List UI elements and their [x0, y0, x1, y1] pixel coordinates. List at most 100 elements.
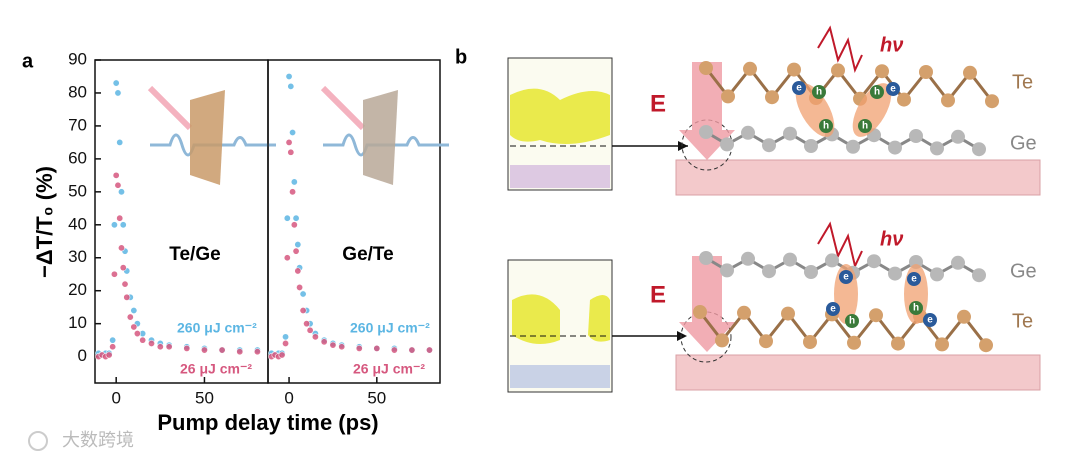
electron	[907, 272, 921, 286]
atom	[935, 337, 949, 352]
atom	[972, 142, 986, 157]
hole-label: h	[913, 303, 919, 314]
data-point	[117, 244, 125, 252]
atom	[803, 335, 817, 349]
atom	[783, 126, 797, 141]
data-point	[123, 293, 131, 301]
atom	[951, 255, 965, 270]
data-point	[289, 129, 297, 137]
electron	[826, 302, 840, 316]
atom	[897, 92, 911, 107]
atom	[909, 129, 923, 143]
atom	[804, 139, 818, 153]
data-point	[306, 326, 314, 334]
atom	[831, 63, 845, 78]
atom	[869, 308, 883, 323]
data-point	[139, 336, 147, 344]
atom	[699, 61, 713, 75]
legend-label: 26 μJ cm⁻²	[353, 361, 425, 377]
atom	[715, 333, 729, 348]
data-point	[285, 138, 293, 146]
electron-label: e	[796, 83, 802, 94]
atom	[737, 305, 751, 320]
electron-label: e	[911, 274, 917, 285]
atom	[979, 338, 993, 353]
y-tick-label: 80	[68, 82, 87, 101]
atom	[720, 263, 734, 278]
data-point	[116, 138, 124, 146]
substrate	[675, 354, 1041, 391]
data-point	[390, 346, 398, 354]
carriers: e h h h e h e e h e h e	[792, 81, 937, 328]
pump-beam	[147, 85, 193, 131]
data-point	[200, 346, 208, 354]
sample	[190, 90, 225, 185]
photon-wave	[817, 221, 863, 270]
hole	[845, 314, 859, 328]
plot-frame	[267, 59, 441, 384]
data-point	[114, 89, 122, 97]
data-point	[292, 247, 300, 255]
probe-wave	[323, 133, 449, 157]
atom	[762, 264, 776, 279]
electron	[839, 270, 853, 284]
data-point	[126, 313, 134, 321]
x-tick-label: 0	[111, 388, 120, 407]
y-tick-label: 70	[68, 115, 87, 134]
electron	[886, 82, 900, 96]
atom	[699, 251, 713, 265]
electron-label: e	[843, 272, 849, 283]
atom	[847, 335, 861, 350]
data-point	[285, 72, 293, 80]
hole-label: h	[862, 121, 868, 132]
data-point	[287, 148, 295, 156]
charge-density	[510, 88, 610, 144]
y-tick-label: 90	[68, 49, 87, 68]
atom	[930, 267, 944, 282]
data-point	[130, 323, 138, 331]
atom	[985, 94, 999, 109]
atom	[891, 336, 905, 351]
data-point	[282, 333, 290, 341]
data-point	[278, 351, 286, 359]
data-point	[236, 348, 244, 356]
data-point	[338, 343, 346, 351]
y-axis-label: −ΔT/T₀ (%)	[32, 166, 57, 278]
hole	[819, 119, 833, 133]
atom	[720, 137, 734, 152]
x-axis-label: Pump delay time (ps)	[157, 410, 378, 435]
data-point	[156, 343, 164, 351]
atom	[825, 253, 839, 268]
panel-title: Ge/Te	[342, 244, 393, 265]
atom	[888, 140, 902, 155]
atom-layer	[510, 365, 610, 388]
atom-layer	[510, 165, 610, 188]
data-point	[329, 341, 337, 349]
layer-label: Te	[1012, 71, 1033, 93]
panel-title: Te/Ge	[169, 244, 220, 265]
y-tick-label: 10	[68, 313, 87, 332]
y-tick-label: 30	[68, 247, 87, 266]
substrate	[675, 159, 1041, 196]
data-point	[289, 188, 297, 196]
data-point	[253, 348, 261, 356]
layer-label: Te	[1012, 310, 1033, 332]
legend-label: 260 μJ cm⁻²	[177, 320, 257, 336]
atom	[867, 254, 881, 269]
data-point	[109, 343, 117, 351]
legend-label: 260 μJ cm⁻²	[350, 320, 430, 336]
hole-label: h	[816, 87, 822, 98]
data-point	[112, 171, 120, 179]
y-tick-label: 50	[68, 181, 87, 200]
data-point	[117, 188, 125, 196]
electron	[792, 81, 806, 95]
electron-label: e	[890, 84, 896, 95]
atom	[957, 309, 971, 324]
atom	[759, 334, 773, 349]
data-point	[282, 339, 290, 347]
hole	[870, 85, 884, 99]
electron	[923, 313, 937, 327]
data-point	[121, 280, 129, 288]
electron-label: e	[830, 304, 836, 315]
